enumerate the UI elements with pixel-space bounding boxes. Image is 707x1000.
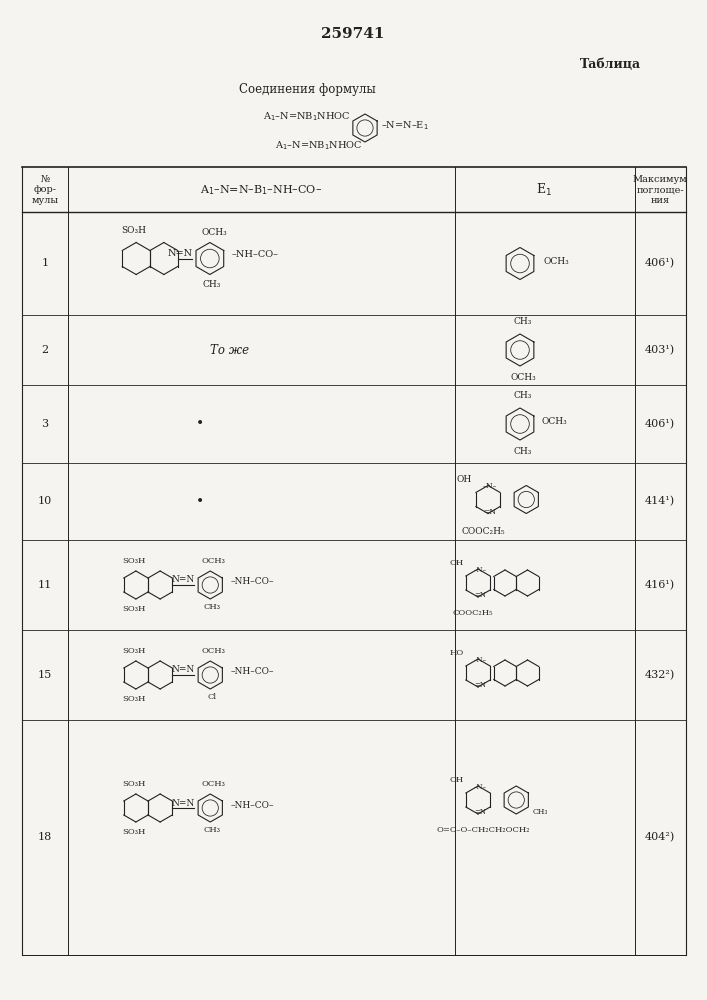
Text: OCH₃: OCH₃	[201, 647, 226, 655]
Text: –N–: –N–	[474, 783, 486, 791]
Text: 406¹): 406¹)	[645, 258, 675, 269]
Text: N=N: N=N	[168, 249, 192, 258]
Text: •: •	[196, 417, 204, 431]
Text: OH: OH	[450, 776, 464, 784]
Text: HO: HO	[450, 649, 464, 657]
Text: 259741: 259741	[321, 27, 385, 41]
Text: COOC₂H₅: COOC₂H₅	[461, 527, 505, 536]
Text: 1: 1	[42, 258, 49, 268]
Text: =N: =N	[474, 591, 486, 599]
Text: CH₃: CH₃	[204, 603, 221, 611]
Text: CH₃: CH₃	[532, 808, 548, 816]
Text: CH₃: CH₃	[514, 448, 532, 456]
Text: =N: =N	[484, 508, 496, 516]
Text: =N: =N	[474, 681, 486, 689]
Text: №
фор-
мулы: № фор- мулы	[31, 175, 59, 205]
Text: 18: 18	[38, 832, 52, 842]
Text: OCH₃: OCH₃	[510, 373, 536, 382]
Text: Cl: Cl	[208, 693, 217, 701]
Text: CH₃: CH₃	[203, 280, 221, 289]
Text: SO₃H: SO₃H	[122, 557, 146, 565]
Text: 432²): 432²)	[645, 670, 675, 680]
Text: –NH–CO–: –NH–CO–	[230, 800, 274, 810]
Text: Соединения формулы: Соединения формулы	[239, 84, 375, 97]
Text: CH₃: CH₃	[514, 391, 532, 400]
Text: OH: OH	[450, 559, 464, 567]
Text: –N–: –N–	[483, 482, 497, 489]
Text: 2: 2	[42, 345, 49, 355]
Text: SO₃H: SO₃H	[122, 695, 146, 703]
Text: OCH₃: OCH₃	[542, 418, 568, 426]
Text: –NH–CO–: –NH–CO–	[230, 578, 274, 586]
Text: A$_1$–N=N–B$_1$–NH–CO–: A$_1$–N=N–B$_1$–NH–CO–	[200, 183, 322, 197]
Text: 414¹): 414¹)	[645, 496, 675, 507]
Text: 403¹): 403¹)	[645, 345, 675, 355]
Text: 11: 11	[38, 580, 52, 590]
Text: CH₃: CH₃	[204, 826, 221, 834]
Text: N=N: N=N	[172, 576, 195, 584]
Text: Таблица: Таблица	[580, 58, 641, 72]
Text: 404²): 404²)	[645, 832, 675, 843]
Text: A$_1$–N=NB$_1$NHOC: A$_1$–N=NB$_1$NHOC	[263, 111, 351, 123]
Text: O=C–O–CH₂CH₂OCH₂: O=C–O–CH₂CH₂OCH₂	[436, 826, 530, 834]
Text: COOC₂H₅: COOC₂H₅	[452, 609, 493, 617]
Text: CH₃: CH₃	[514, 318, 532, 326]
Text: OCH₃: OCH₃	[201, 557, 226, 565]
Text: A$_1$–N=NB$_1$NHOC: A$_1$–N=NB$_1$NHOC	[275, 140, 363, 152]
Text: SO₃H: SO₃H	[122, 226, 146, 235]
Text: 3: 3	[42, 419, 49, 429]
Text: OH: OH	[457, 475, 472, 484]
Text: =N: =N	[474, 808, 486, 816]
Text: SO₃H: SO₃H	[122, 828, 146, 836]
Text: E$_1$: E$_1$	[536, 182, 552, 198]
Text: –NH–CO–: –NH–CO–	[232, 250, 279, 259]
Text: SO₃H: SO₃H	[122, 605, 146, 613]
Text: То же: То же	[211, 344, 250, 357]
Text: –N=N–E$_1$: –N=N–E$_1$	[381, 120, 429, 132]
Text: –N–: –N–	[474, 566, 486, 574]
Text: Максимум
поглоще-
ния: Максимум поглоще- ния	[633, 175, 687, 205]
Text: N=N: N=N	[172, 666, 195, 674]
Text: •: •	[196, 494, 204, 508]
Text: OCH₃: OCH₃	[544, 257, 570, 266]
Text: OCH₃: OCH₃	[201, 780, 226, 788]
Text: SO₃H: SO₃H	[122, 647, 146, 655]
Text: 15: 15	[38, 670, 52, 680]
Text: 416¹): 416¹)	[645, 580, 675, 590]
Text: SO₃H: SO₃H	[122, 780, 146, 788]
Text: N=N: N=N	[172, 798, 195, 808]
Text: 10: 10	[38, 496, 52, 506]
Text: –N–: –N–	[474, 656, 486, 664]
Text: OCH₃: OCH₃	[202, 228, 228, 237]
Text: 406¹): 406¹)	[645, 419, 675, 429]
Text: –NH–CO–: –NH–CO–	[230, 668, 274, 676]
